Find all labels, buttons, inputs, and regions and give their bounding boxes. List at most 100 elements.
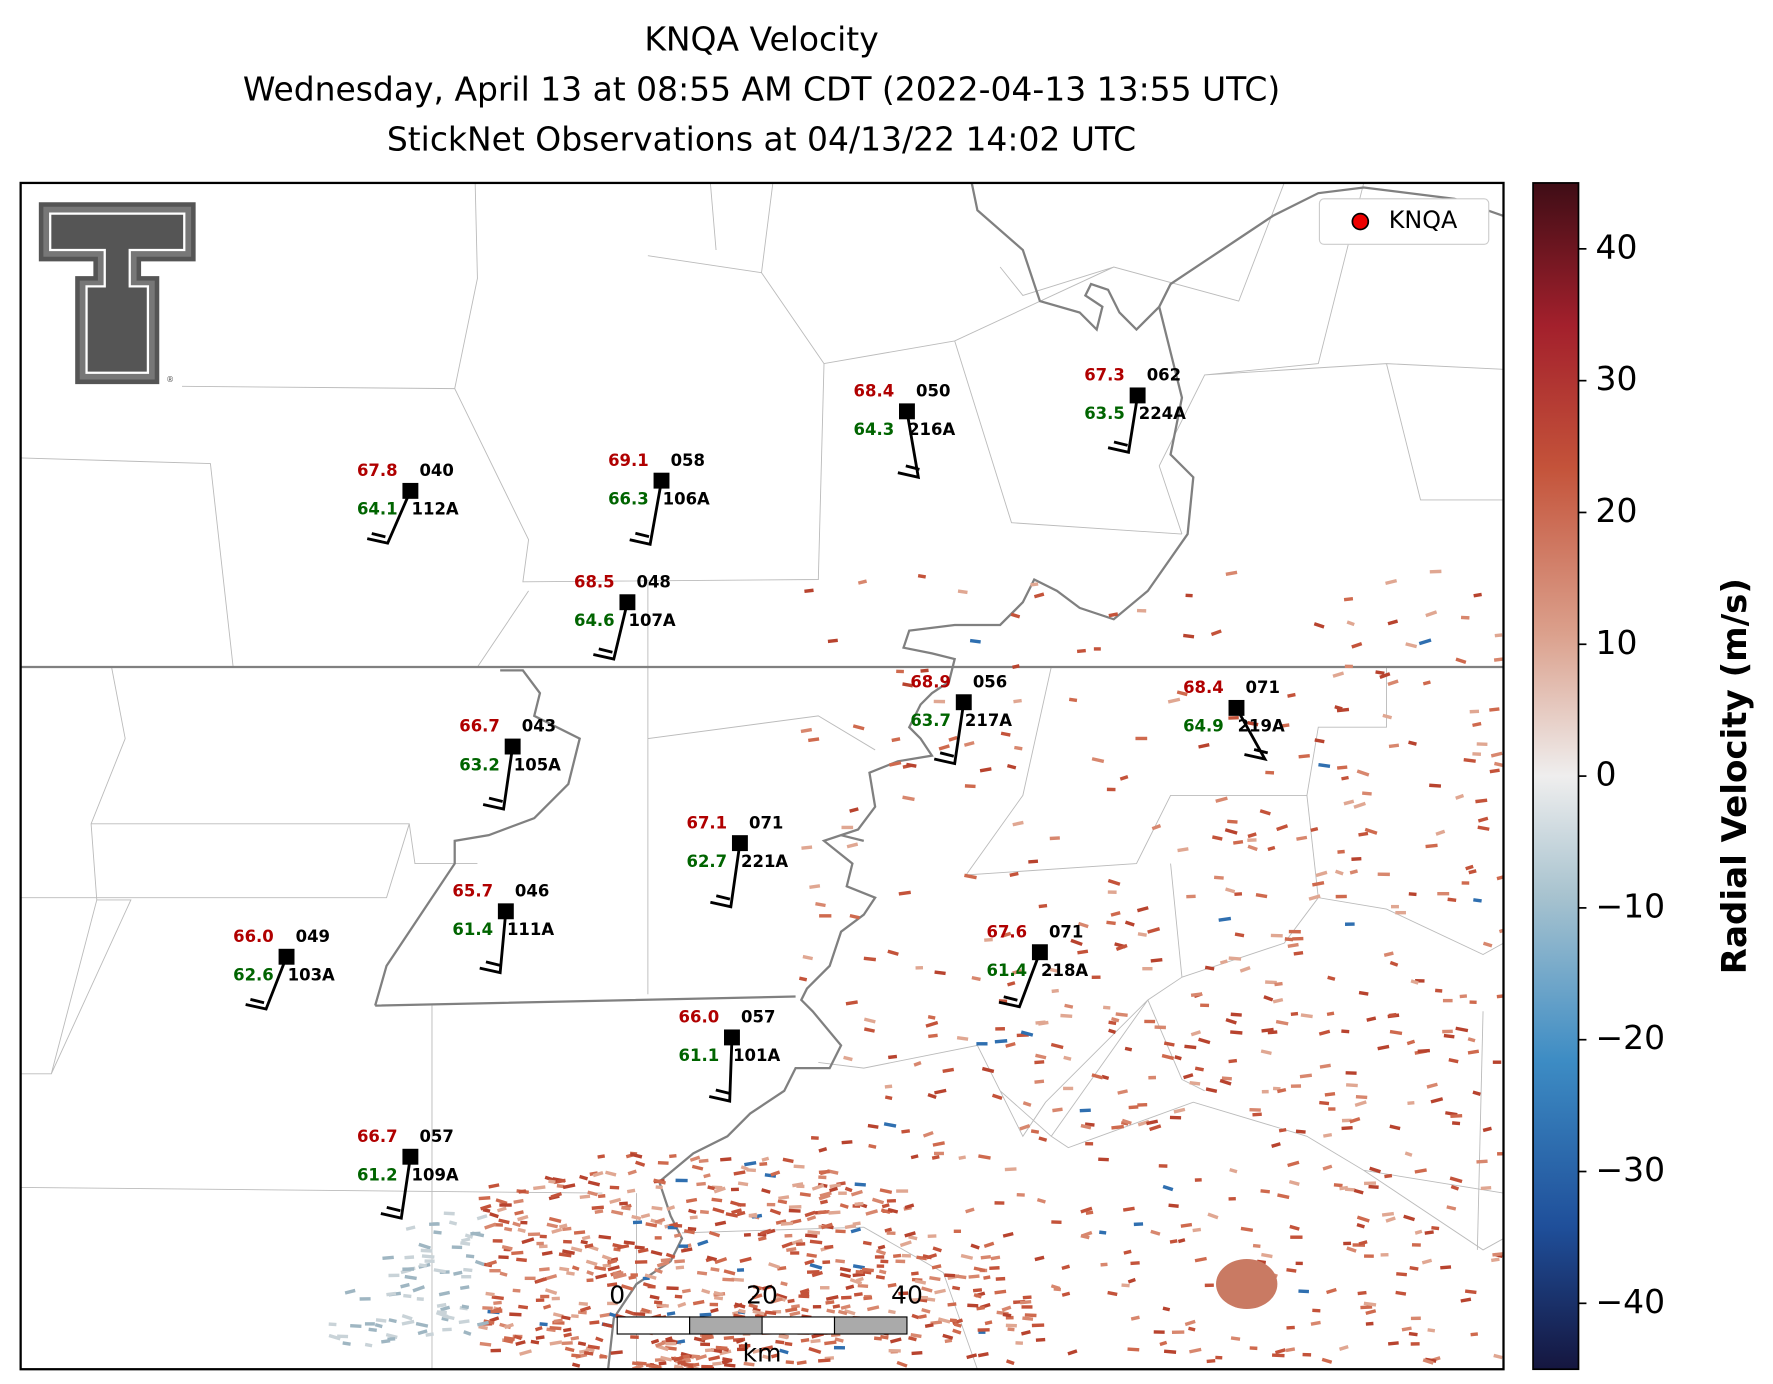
- radar-echo: [1228, 1196, 1236, 1201]
- radar-echo: [1293, 950, 1304, 956]
- radar-echo: [561, 1341, 573, 1346]
- radar-echo: [712, 1207, 725, 1214]
- radar-echo: [587, 1180, 601, 1187]
- radar-echo: [1106, 787, 1116, 792]
- radar-echo: [1494, 633, 1503, 638]
- radar-echo: [1204, 1283, 1214, 1288]
- radar-echo: [1154, 1025, 1166, 1030]
- radar-echo: [538, 1244, 548, 1249]
- radar-echo: [479, 1341, 492, 1347]
- radar-echo: [720, 1157, 732, 1162]
- radar-echo: [850, 1227, 862, 1234]
- radar-echo: [931, 1264, 942, 1270]
- radar-echo: [1247, 720, 1259, 727]
- radar-echo: [1000, 731, 1011, 737]
- radar-echo: [1085, 1210, 1094, 1215]
- radar-echo: [563, 1239, 572, 1244]
- radar-echo: [937, 1317, 951, 1324]
- radar-echo: [908, 1235, 918, 1241]
- station-code: 071: [1049, 922, 1083, 941]
- radar-echo: [1287, 942, 1299, 948]
- radar-echo: [841, 1140, 853, 1145]
- radar-echo: [489, 1269, 501, 1273]
- radar-echo: [570, 1335, 580, 1341]
- radar-echo: [375, 1318, 387, 1323]
- radar-echo: [804, 588, 814, 594]
- radar-echo: [731, 1208, 742, 1215]
- radar-echo: [883, 1122, 897, 1128]
- radar-echo: [715, 1345, 728, 1351]
- radar-echo: [887, 1282, 897, 1288]
- radar-echo: [1387, 1341, 1399, 1346]
- radar-echo: [1034, 1060, 1045, 1065]
- radar-echo: [1389, 960, 1399, 967]
- radar-echo: [1012, 820, 1024, 827]
- radar-echo: [788, 1208, 801, 1213]
- wind-barb: [998, 951, 1042, 1009]
- stations: 67.8 040 64.1 112A 69.1 058 66.3 106A 68.4 050 64.…: [233, 366, 1285, 1220]
- radar-echo: [536, 1241, 544, 1246]
- radar-echo: [515, 1340, 526, 1346]
- radar-echo: [1344, 922, 1355, 926]
- radar-echo: [1490, 1257, 1500, 1263]
- radar-echo: [433, 1268, 447, 1274]
- radar-echo: [701, 1334, 713, 1338]
- radar-echo: [465, 1254, 475, 1259]
- radar-echo: [849, 913, 860, 920]
- radar-echo: [696, 1270, 708, 1276]
- radar-echo: [880, 1208, 891, 1215]
- radar-echo: [1230, 1336, 1241, 1341]
- radar-echo: [793, 1164, 805, 1169]
- radar-echo: [424, 1259, 435, 1263]
- dewpoint: 61.4: [452, 920, 493, 939]
- radar-echo: [857, 579, 868, 585]
- radar-echo: [901, 1253, 911, 1258]
- radar-echo: [485, 1291, 495, 1297]
- radar-echo: [436, 1310, 447, 1315]
- radar-echo: [800, 727, 813, 734]
- radar-echo: [607, 1265, 620, 1272]
- radar-echo: [1377, 1044, 1390, 1051]
- radar-echo: [730, 1187, 739, 1192]
- radar-echo: [1261, 1252, 1273, 1259]
- radar-echo: [1038, 1136, 1048, 1142]
- radar-echo: [640, 1213, 651, 1219]
- radar-echo: [806, 1215, 817, 1222]
- radar-echo: [1177, 1238, 1186, 1244]
- radar-echo: [904, 1203, 915, 1210]
- radar-echo: [819, 914, 832, 918]
- radar-echo: [809, 1239, 823, 1245]
- radar-echo: [904, 1231, 916, 1238]
- radar-echo: [1035, 1337, 1046, 1342]
- radar-echo: [1410, 1316, 1421, 1321]
- station-id: 105A: [514, 755, 561, 774]
- radar-echo: [1190, 1030, 1202, 1037]
- radar-echo: [1426, 1082, 1438, 1089]
- radar-echo: [556, 1184, 565, 1189]
- title-line: Wednesday, April 13 at 08:55 AM CDT (202…: [243, 69, 1280, 108]
- radar-echo: [1001, 931, 1012, 938]
- radar-echo: [517, 1214, 529, 1222]
- radar-echo: [663, 1371, 671, 1375]
- radar-echo: [995, 1027, 1005, 1031]
- radar-echo: [404, 1255, 415, 1260]
- radar-echo: [587, 1190, 598, 1197]
- radar-echo: [863, 956, 877, 962]
- radar-echo: [980, 1255, 992, 1260]
- radar-echo: [634, 1260, 648, 1264]
- radar-echo: [461, 1237, 471, 1243]
- radar-echo: [657, 1160, 669, 1165]
- radar-echo: [809, 1263, 823, 1270]
- radar-echo: [1467, 1037, 1476, 1043]
- radar-echo: [544, 1288, 558, 1295]
- radar-echo: [535, 1277, 548, 1284]
- radar-echo: [1278, 1127, 1287, 1133]
- radar-echo: [1482, 941, 1493, 948]
- radar-echo: [1418, 638, 1432, 646]
- radar-echo: [801, 1307, 809, 1313]
- radar-echo: [1290, 1084, 1302, 1088]
- radar-echo: [1388, 1012, 1397, 1018]
- radar-echo: [829, 1183, 841, 1189]
- radar-echo: [766, 1202, 776, 1207]
